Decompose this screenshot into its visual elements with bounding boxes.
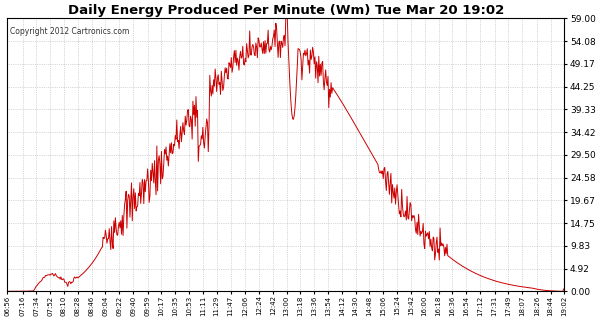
Title: Daily Energy Produced Per Minute (Wm) Tue Mar 20 19:02: Daily Energy Produced Per Minute (Wm) Tu… <box>68 4 504 17</box>
Text: Copyright 2012 Cartronics.com: Copyright 2012 Cartronics.com <box>10 27 130 36</box>
